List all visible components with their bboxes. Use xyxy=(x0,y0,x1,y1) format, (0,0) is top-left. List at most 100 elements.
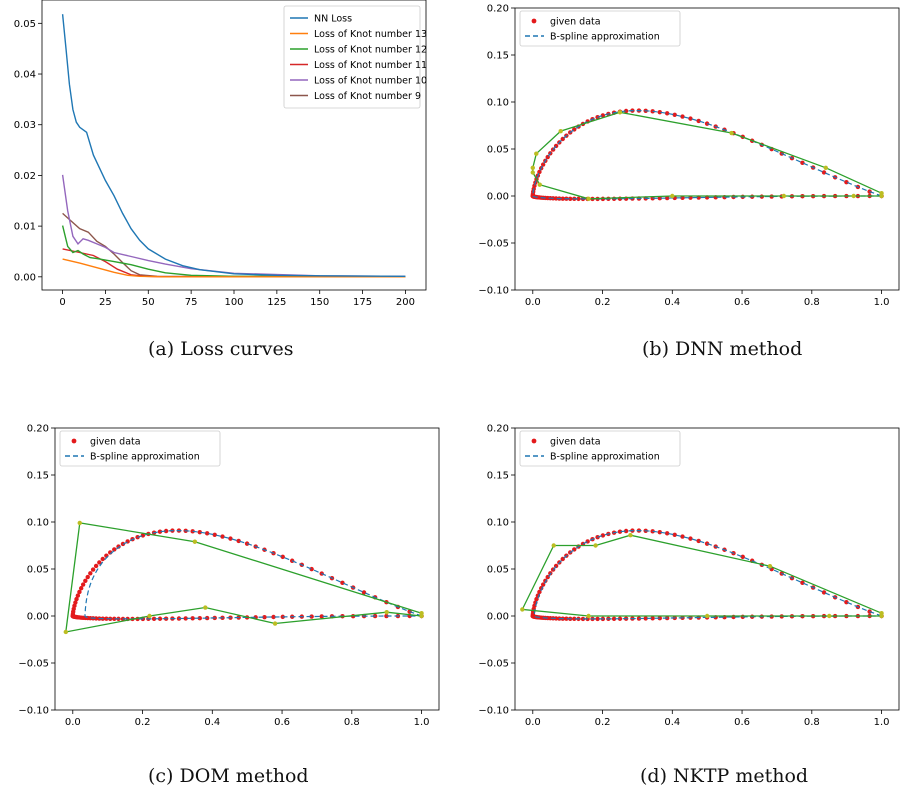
control-point xyxy=(628,532,633,538)
given-data-point xyxy=(104,616,109,621)
control-point xyxy=(823,165,828,170)
legend-label: Loss of Knot number 13 xyxy=(314,29,427,40)
bspline-approximation xyxy=(84,529,422,620)
control-point xyxy=(551,543,556,548)
given-data-point xyxy=(90,567,96,572)
given-data-point xyxy=(80,582,86,587)
control-point xyxy=(879,613,884,619)
y-tick-label: 0.05 xyxy=(487,565,509,576)
given-data-point xyxy=(197,615,202,621)
given-data-point xyxy=(157,529,163,534)
x-tick-label: 0.8 xyxy=(344,717,360,728)
y-tick-label: 0.03 xyxy=(14,120,36,131)
y-tick-label: 0.00 xyxy=(487,192,509,203)
control-point xyxy=(767,563,773,569)
control-polygon xyxy=(521,534,882,617)
given-data-point xyxy=(844,179,849,185)
dnn-chart-panel: 0.0 0.2 0.4 0.6 0.8 1.0 −0.10 −0.05 0.00 0.05 0.10… xyxy=(460,0,917,320)
y-tick-label: 0.00 xyxy=(14,272,36,283)
x-tick-label: 0.6 xyxy=(734,717,750,728)
given-data-point xyxy=(623,528,629,534)
legend-frame xyxy=(519,10,681,47)
given-data-point xyxy=(595,616,600,622)
control-polygon xyxy=(65,522,422,633)
x-tick-label: 1.0 xyxy=(414,717,430,728)
given-data-point xyxy=(696,538,701,544)
control-point xyxy=(272,621,278,626)
given-data-point xyxy=(688,116,693,121)
legend-label: Loss of Knot number 11 xyxy=(314,60,427,71)
legend-swatch-data xyxy=(531,438,537,444)
control-point xyxy=(879,193,884,199)
given-data-points xyxy=(530,528,884,622)
control-point xyxy=(729,130,734,136)
airfoil-legend: given data B-spline approximation xyxy=(519,10,681,47)
given-data-point xyxy=(309,614,314,619)
given-data-point xyxy=(100,556,105,562)
given-data-point xyxy=(74,596,79,602)
given-data-point xyxy=(157,616,163,621)
legend-label: B-spline approximation xyxy=(90,452,200,463)
dnn-chart: 0.0 0.2 0.4 0.6 0.8 1.0 −0.10 −0.05 0.00 0.05 0.10… xyxy=(478,4,900,308)
given-data-point xyxy=(600,113,606,118)
given-data-point xyxy=(617,616,623,621)
given-data-point xyxy=(844,599,849,605)
given-data-point xyxy=(680,195,685,201)
loss-chart-panel: 0 25 50 75 100 125 150 175 200 0.00 0.01 0.02 0.03 0.… xyxy=(0,0,440,320)
y-tick-label: 0.20 xyxy=(487,4,509,15)
loss-chart: 0 25 50 75 100 125 150 175 200 0.00 0.01 0.02 0.03 0.… xyxy=(14,0,427,308)
given-data-point xyxy=(97,560,102,565)
x-tick-label: 1.0 xyxy=(874,297,890,308)
given-data-point xyxy=(163,528,169,534)
given-data-point xyxy=(384,613,389,619)
given-data-point xyxy=(553,196,559,201)
legend-frame xyxy=(283,5,421,109)
control-point xyxy=(63,629,69,635)
control-point xyxy=(192,539,198,544)
control-point xyxy=(384,610,389,615)
given-data-point xyxy=(688,536,693,541)
control-point xyxy=(419,613,424,619)
given-data-points xyxy=(530,108,884,202)
legend-swatch-data xyxy=(71,438,77,444)
legend-label: Loss of Knot number 9 xyxy=(314,91,421,102)
given-data-point xyxy=(236,538,241,544)
legend-label: Loss of Knot number 12 xyxy=(314,45,427,56)
caption-d: (d) NKTP method xyxy=(640,765,809,787)
y-tick-label: −0.10 xyxy=(478,706,509,717)
control-point xyxy=(520,607,525,612)
given-data-point xyxy=(85,574,90,580)
control-point xyxy=(617,110,623,115)
given-data-point xyxy=(280,554,285,560)
y-tick-label: 0.10 xyxy=(27,518,49,529)
plot-frame xyxy=(514,7,900,291)
y-tick-label: 0.10 xyxy=(487,518,509,529)
x-tick-label: 25 xyxy=(99,297,112,308)
x-tick-label: 0 xyxy=(59,297,65,308)
given-data-point xyxy=(672,532,677,537)
control-point xyxy=(593,543,598,548)
plot-frame xyxy=(54,427,440,711)
x-tick-label: 0.4 xyxy=(204,717,220,728)
y-tick-label: −0.05 xyxy=(478,659,509,670)
airfoil-legend: given data B-spline approximation xyxy=(59,430,221,467)
given-data-point xyxy=(611,616,617,622)
x-tick-label: 200 xyxy=(396,297,415,308)
control-point xyxy=(203,605,208,610)
x-tick-label: 0.8 xyxy=(804,297,820,308)
control-polygon xyxy=(532,111,882,200)
y-tick-label: 0.05 xyxy=(14,19,36,30)
given-data-point xyxy=(309,566,314,572)
control-point xyxy=(147,613,152,619)
given-data-point xyxy=(83,578,88,583)
given-data-point xyxy=(75,593,81,598)
control-point xyxy=(586,196,591,202)
given-data-point xyxy=(228,536,233,541)
y-tick-label: 0.00 xyxy=(27,612,49,623)
given-data-point xyxy=(623,108,629,114)
x-tick-label: 0.2 xyxy=(595,717,611,728)
y-tick-label: 0.20 xyxy=(487,424,509,435)
legend-label: NN Loss xyxy=(314,14,352,25)
given-data-point xyxy=(212,532,217,537)
x-tick-label: 0.6 xyxy=(734,297,750,308)
